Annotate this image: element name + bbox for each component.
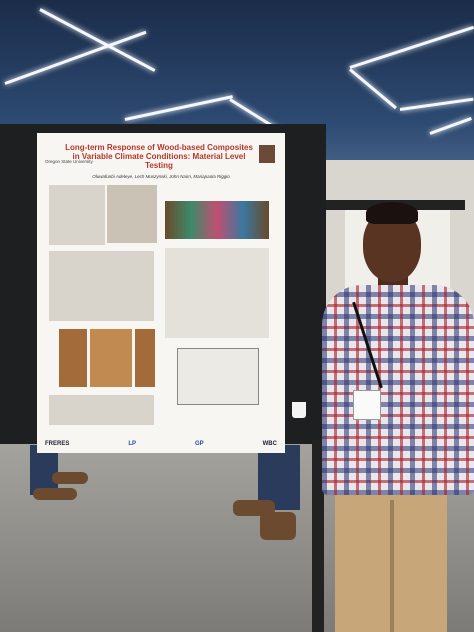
chart-figure <box>165 248 269 338</box>
logo: WBC <box>262 441 277 447</box>
figure <box>107 185 157 243</box>
figure <box>165 201 269 239</box>
shoe <box>52 472 88 484</box>
text-block <box>49 395 154 425</box>
wood-sample <box>90 329 132 387</box>
board-post <box>312 440 324 632</box>
logo: LP <box>128 441 136 447</box>
poster: Long-term Response of Wood-based Composi… <box>37 133 285 453</box>
background-person-leg <box>258 445 300 510</box>
pants-seam <box>390 500 394 632</box>
shoe <box>33 488 77 500</box>
diagram <box>177 348 259 405</box>
name-badge <box>353 390 381 420</box>
logo: GP <box>194 441 204 447</box>
background-person-leg <box>30 445 58 495</box>
poster-authors: Oluwafunbi Adeleye, Lech Muszynski, John… <box>92 173 230 179</box>
logo: FRERES <box>45 441 70 447</box>
wood-sample <box>135 329 155 387</box>
logo-row: FRERES LP GP WBC <box>45 441 277 447</box>
text-block <box>49 251 154 321</box>
shoe <box>260 512 296 540</box>
text-block <box>49 185 105 245</box>
poster-title: Long-term Response of Wood-based Composi… <box>65 143 253 171</box>
plaid-shirt <box>322 285 474 495</box>
wood-sample <box>59 329 87 387</box>
cup <box>292 402 306 418</box>
author-photo <box>259 145 275 163</box>
poster-institution: Oregon State University <box>45 159 93 164</box>
hair <box>366 202 418 224</box>
